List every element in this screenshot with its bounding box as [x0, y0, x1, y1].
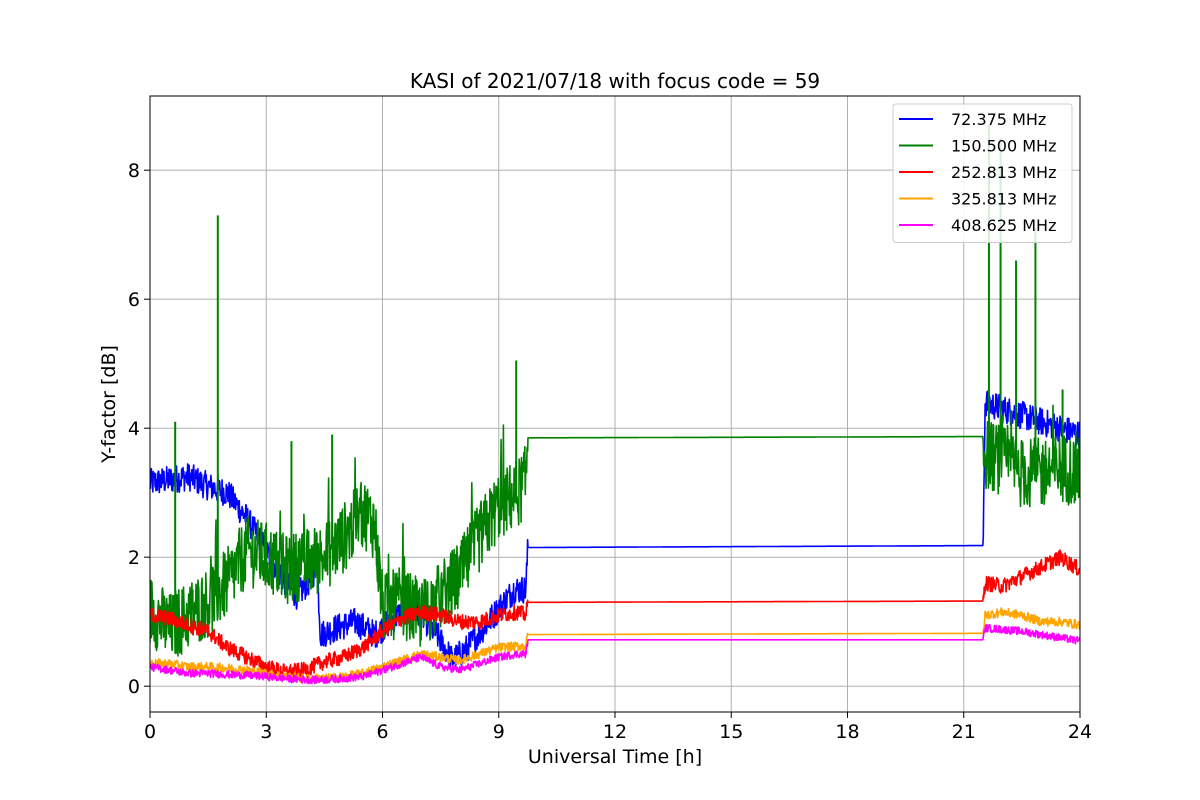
y-tick-label: 8	[128, 160, 140, 182]
x-tick-label: 15	[719, 721, 743, 743]
legend-entry-label: 325.813 MHz	[951, 190, 1056, 209]
series-line	[150, 549, 1080, 679]
x-tick-label: 3	[260, 721, 272, 743]
series-line	[150, 389, 1080, 670]
legend-box	[892, 103, 1073, 243]
legend-entry-label: 72.375 MHz	[951, 110, 1046, 129]
y-axis-label: Y-factor [dB]	[98, 345, 120, 464]
x-tick-label: 9	[493, 721, 505, 743]
series-4	[150, 624, 1080, 685]
x-tick-label: 24	[1068, 721, 1092, 743]
x-tick-label: 12	[603, 721, 627, 743]
legend-entry-label: 408.625 MHz	[951, 216, 1056, 235]
x-tick-label: 21	[952, 721, 976, 743]
series-2	[150, 549, 1080, 679]
x-axis-label: Universal Time [h]	[528, 746, 702, 768]
legend-entry-label: 150.500 MHz	[951, 137, 1056, 156]
legend: 72.375 MHz 150.500 MHz 252.813 MHz 325.813 …	[892, 103, 1073, 243]
series-line	[150, 404, 1080, 657]
legend-entry-label: 252.813 MHz	[951, 163, 1056, 182]
series-0	[150, 389, 1080, 670]
y-tick-label: 0	[128, 676, 140, 698]
y-tick-label: 2	[128, 547, 140, 569]
x-tick-label: 6	[376, 721, 388, 743]
y-tick-label: 6	[128, 289, 140, 311]
x-tick-label: 0	[144, 721, 156, 743]
series-line	[150, 624, 1080, 685]
chart-title: KASI of 2021/07/18 with focus code = 59	[410, 69, 820, 93]
series-layer	[150, 125, 1080, 685]
y-tick-label: 4	[128, 418, 140, 440]
x-tick-label: 18	[835, 721, 859, 743]
